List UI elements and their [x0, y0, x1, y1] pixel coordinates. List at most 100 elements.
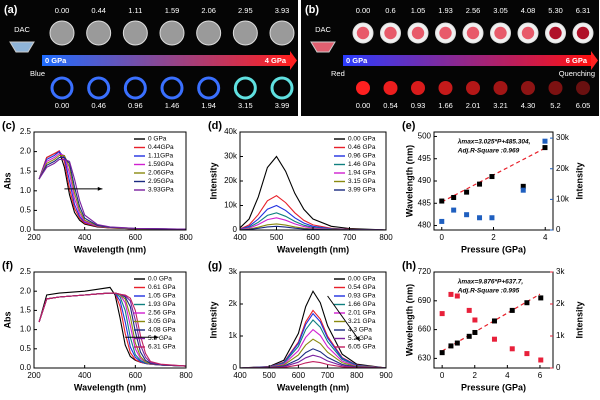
legend-label: 3.05 GPa [148, 318, 176, 325]
x-tick-label: 0 [440, 233, 445, 242]
pressure-label: 3.05 [493, 6, 508, 15]
x-tick-label: 200 [27, 371, 41, 380]
pressure-label: 3.93 [275, 6, 290, 15]
panel-label: (a) [4, 4, 18, 16]
data-point [454, 340, 460, 346]
panel-label: (e) [402, 120, 416, 132]
y-tick-label: 630 [418, 354, 432, 363]
pressure-label: 1.05 [411, 6, 426, 15]
data-point [477, 181, 483, 187]
y-tick-label: 1.5 [20, 166, 32, 175]
legend-label: 0.00 GPa [348, 276, 376, 283]
data-point [472, 317, 478, 323]
y-tick-label: 0.5 [20, 206, 32, 215]
data-point [448, 343, 454, 349]
legend-label: 1.93 GPa [148, 301, 176, 308]
pressure-label: 0.44 [91, 6, 106, 15]
data-point [466, 307, 472, 313]
sample-image [466, 26, 480, 40]
data-point [466, 333, 472, 339]
pressure-label: 5.30 [548, 6, 563, 15]
y-tick-label: 720 [418, 267, 432, 276]
y-axis-label: Abs [2, 172, 12, 189]
x-tick-label: 600 [129, 233, 143, 242]
x-tick-label: 200 [27, 233, 41, 242]
legend-label: 3.21 GPa [348, 318, 376, 325]
legend-label: 1.94 GPa [348, 170, 376, 177]
x-tick-label: 900 [379, 371, 393, 380]
legend-label: 0.93 GPa [348, 293, 376, 300]
legend-label: 0.00 GPa [348, 136, 376, 143]
y2-tick-label: 30k [556, 133, 570, 142]
plot-frame [433, 271, 554, 369]
data-point [542, 145, 548, 151]
data-point [520, 183, 526, 189]
legend-label: 0.96 GPa [348, 153, 376, 160]
x-tick-label: 800 [179, 233, 193, 242]
panel-label: (b) [305, 4, 319, 16]
y-tick-label: 0.0 [20, 363, 32, 372]
x-tick-label: 0 [440, 371, 445, 380]
data-point [538, 295, 544, 301]
legend-label: 4.08 GPa [148, 327, 176, 334]
emission-image [160, 76, 184, 100]
data-point [464, 212, 470, 218]
y-tick-label: 495 [418, 154, 432, 163]
plot-frame [239, 271, 387, 369]
panel-label: (h) [402, 260, 416, 272]
y-tick-label: 485 [418, 198, 432, 207]
emission-image [466, 81, 480, 95]
pressure-label: 0.54 [383, 101, 398, 110]
legend-label: 5.3 GPa [148, 335, 172, 342]
y-tick-label: 3k [229, 267, 238, 276]
x-tick-label: 700 [321, 371, 335, 380]
y2-axis-label: Intensity [574, 162, 584, 199]
dac-icon [9, 41, 35, 53]
data-point [439, 198, 445, 204]
dac-label: DAC [315, 25, 331, 34]
emission-image [493, 81, 508, 95]
plot-frame [33, 131, 187, 231]
x-tick-label: 400 [233, 371, 247, 380]
x-tick-label: 800 [350, 371, 364, 380]
y-axis-label: Wavelength (nm) [404, 145, 414, 217]
y-tick-label: 20k [224, 176, 238, 185]
data-point [489, 174, 495, 180]
x-tick-label: 800 [379, 233, 393, 242]
y-axis-label: Abs [2, 311, 12, 328]
data-point [464, 189, 470, 195]
spectrum-line [239, 290, 387, 369]
y-tick-label: 10k [224, 201, 238, 210]
pressure-arrow [591, 51, 598, 70]
pressure-label: 0.00 [55, 6, 70, 15]
plot-frame [33, 271, 187, 369]
legend-label: 6.31 GPa [148, 344, 176, 351]
y2-tick-label: 0 [556, 225, 561, 234]
y-tick-label: 500 [418, 132, 432, 141]
y-tick-label: 2.5 [20, 127, 32, 136]
x-axis-label: Wavelength (nm) [74, 244, 146, 254]
pressure-label: 3.99 [275, 101, 290, 110]
emission-image [548, 81, 563, 95]
y-tick-label: 1.0 [20, 186, 32, 195]
y2-tick-label: 3k [556, 267, 565, 276]
x-tick-label: 500 [263, 371, 277, 380]
legend-label: 1.66 GPa [348, 301, 376, 308]
data-point [439, 311, 445, 317]
legend-label: 3.93GPa [148, 187, 174, 194]
sample-image [411, 26, 425, 40]
pressure-label: 1.94 [201, 101, 216, 110]
emission-image [521, 81, 535, 95]
pressure-label: 0.93 [411, 101, 426, 110]
emission-label: Blue [30, 69, 45, 78]
x-tick-label: 700 [343, 233, 357, 242]
x-axis-label: Pressure (GPa) [461, 244, 526, 254]
legend-label: 0.0 GPa [148, 276, 172, 283]
trend-arrow [327, 295, 361, 342]
y-tick-label: 1.0 [20, 325, 32, 334]
pressure-label: 0.00 [356, 6, 371, 15]
y-tick-label: 0 [233, 225, 238, 234]
spectrum-line [239, 328, 387, 369]
pressure-label: 3.21 [493, 101, 508, 110]
y2-tick-label: 0 [556, 363, 561, 372]
